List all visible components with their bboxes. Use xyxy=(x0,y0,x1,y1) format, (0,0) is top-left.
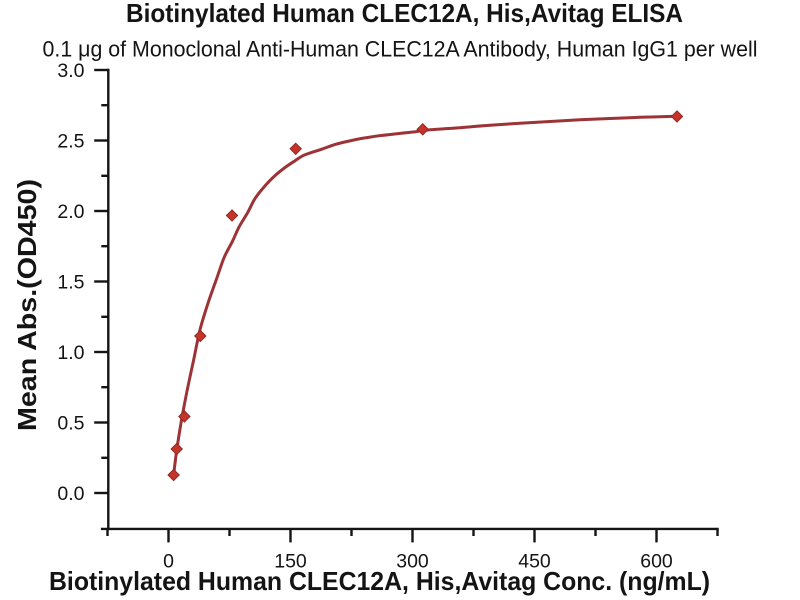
svg-text:1.0: 1.0 xyxy=(57,342,84,364)
svg-text:Mean Abs.(OD450): Mean Abs.(OD450) xyxy=(12,179,42,431)
svg-text:Biotinylated Human CLEC12A, Hi: Biotinylated Human CLEC12A, His,Avitag C… xyxy=(49,566,710,596)
svg-text:2.0: 2.0 xyxy=(57,201,84,223)
svg-text:2.5: 2.5 xyxy=(57,131,84,153)
svg-text:3.0: 3.0 xyxy=(57,60,84,82)
svg-text:1.5: 1.5 xyxy=(57,272,84,294)
svg-text:600: 600 xyxy=(640,551,673,573)
svg-text:150: 150 xyxy=(274,551,307,573)
svg-text:0: 0 xyxy=(163,551,174,573)
svg-text:300: 300 xyxy=(396,551,429,573)
svg-text:450: 450 xyxy=(518,551,551,573)
svg-text:0.1 μg of Monoclonal Anti-Huma: 0.1 μg of Monoclonal Anti-Human CLEC12A … xyxy=(43,37,758,62)
svg-text:Biotinylated Human CLEC12A, Hi: Biotinylated Human CLEC12A, His,Avitag E… xyxy=(126,0,683,28)
svg-text:0.5: 0.5 xyxy=(57,413,84,435)
svg-text:0.0: 0.0 xyxy=(57,483,84,505)
